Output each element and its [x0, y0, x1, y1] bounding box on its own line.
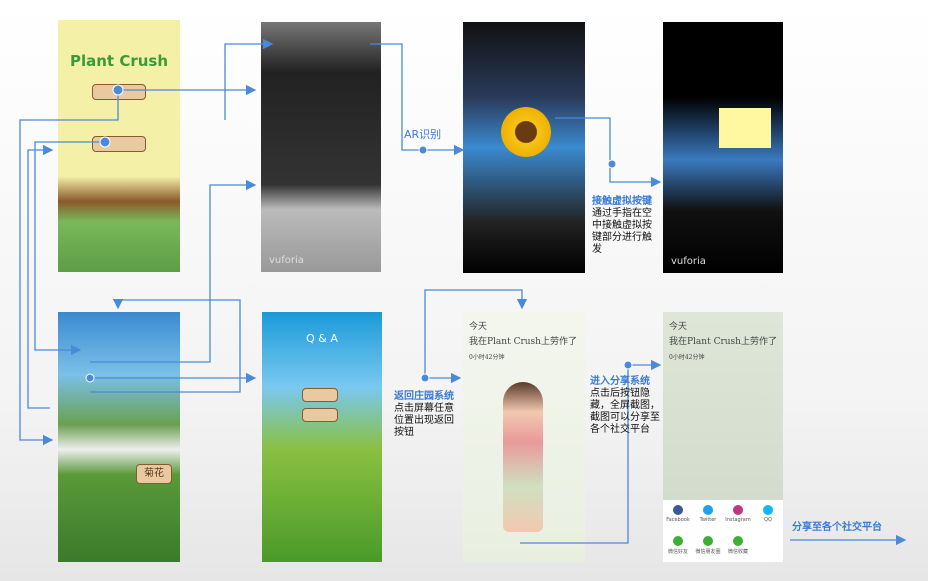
diary-text: 今天 我在Plant Crush上劳作了 0小时42分钟 — [669, 320, 777, 365]
share-icon — [703, 536, 713, 546]
touch-point — [623, 360, 633, 370]
arrow — [90, 298, 241, 393]
share-name: Facebook — [666, 517, 690, 523]
annotation: 接触虚拟按键 通过手指在空中接触虚拟按键部分进行触发 — [592, 196, 656, 256]
touch-point — [418, 145, 428, 155]
text: 0小时42分钟 — [469, 354, 505, 361]
annotation-heading: 接触虚拟按键 — [592, 196, 652, 207]
text: 我在Plant Crush上劳作了 — [469, 337, 577, 347]
share-name: Instagram — [725, 517, 751, 523]
sign: 菊花 — [136, 464, 172, 484]
share-icon — [733, 536, 743, 546]
share-name: 微信朋友圈 — [695, 549, 721, 555]
share-icon — [763, 505, 773, 515]
share-icon — [703, 505, 713, 515]
ar-flower-screen — [463, 22, 585, 273]
ar-label: AR识别 — [404, 128, 442, 141]
share-target[interactable]: QQ — [753, 500, 783, 531]
logo: vuforia — [671, 256, 706, 267]
arrow — [370, 43, 465, 156]
text: 今天 — [669, 322, 688, 332]
share-label: 分享至各个社交平台 — [792, 522, 882, 533]
app-title: Plant Crush — [69, 52, 169, 70]
share-panel: Facebook Twitter Instagram QQ 微信好友 微信朋友圈 微信收藏 — [663, 500, 783, 562]
text: 我在Plant Crush上劳作了 — [669, 337, 777, 347]
share-name: 微信收藏 — [727, 549, 748, 555]
share-target[interactable]: 微信好友 — [663, 531, 693, 562]
share-icon — [673, 505, 683, 515]
virtual-button-screen: vuforia — [663, 22, 783, 273]
qa-screen: Q & A — [262, 312, 382, 562]
text: 0小时42分钟 — [669, 354, 705, 361]
share-name: Twitter — [699, 517, 717, 523]
arrow — [34, 141, 105, 356]
illustration — [503, 382, 543, 532]
share-target[interactable]: 微信朋友圈 — [693, 531, 723, 562]
share-name: 微信好友 — [667, 549, 688, 555]
annotation-body: 通过手指在空中接触虚拟按键部分进行触发 — [592, 208, 652, 255]
diary-screen: 今天 我在Plant Crush上劳作了 0小时42分钟 — [463, 312, 585, 562]
home-screen: Plant Crush — [58, 20, 180, 272]
arrow — [224, 38, 274, 120]
annotation: 返回庄园系统 点击屏幕任意位置出现返回按钮 — [394, 391, 458, 439]
touch-point — [112, 84, 124, 96]
diary-text: 今天 我在Plant Crush上劳作了 0小时42分钟 — [469, 320, 577, 365]
touch-point — [85, 373, 95, 383]
button[interactable] — [302, 408, 338, 422]
qa-title: Q & A — [306, 332, 338, 345]
share-icon — [673, 536, 683, 546]
annotation-body: 点击后按钮隐藏，全屏截图，截图可以分享至各个社交平台 — [590, 388, 660, 435]
share-name: QQ — [764, 517, 772, 523]
logo: vuforia — [269, 255, 304, 266]
annotation-heading: 进入分享系统 — [590, 376, 650, 387]
annotation-heading: 返回庄园系统 — [394, 391, 454, 402]
touch-point — [99, 136, 111, 148]
text: 今天 — [469, 322, 488, 332]
touch-point — [420, 373, 430, 383]
share-icon — [733, 505, 743, 515]
arrow — [555, 117, 662, 188]
ar-camera-screen: vuforia — [261, 22, 381, 272]
info-card — [719, 108, 771, 148]
annotation-body: 点击屏幕任意位置出现返回按钮 — [394, 403, 454, 438]
sunflower — [501, 107, 551, 157]
arrow — [19, 90, 119, 446]
share-target[interactable]: Facebook — [663, 500, 693, 531]
arrow — [520, 359, 662, 544]
arrow — [90, 179, 257, 363]
share-target[interactable]: Twitter — [693, 500, 723, 531]
arrow — [27, 144, 54, 409]
share-screen: 今天 我在Plant Crush上劳作了 0小时42分钟 Facebook Twi… — [663, 312, 783, 562]
touch-point — [607, 159, 617, 169]
arrow — [424, 289, 528, 378]
button[interactable] — [302, 388, 338, 402]
share-target[interactable]: Instagram — [723, 500, 753, 531]
share-target[interactable]: 微信收藏 — [723, 531, 753, 562]
annotation: 进入分享系统 点击后按钮隐藏，全屏截图，截图可以分享至各个社交平台 — [590, 376, 660, 436]
